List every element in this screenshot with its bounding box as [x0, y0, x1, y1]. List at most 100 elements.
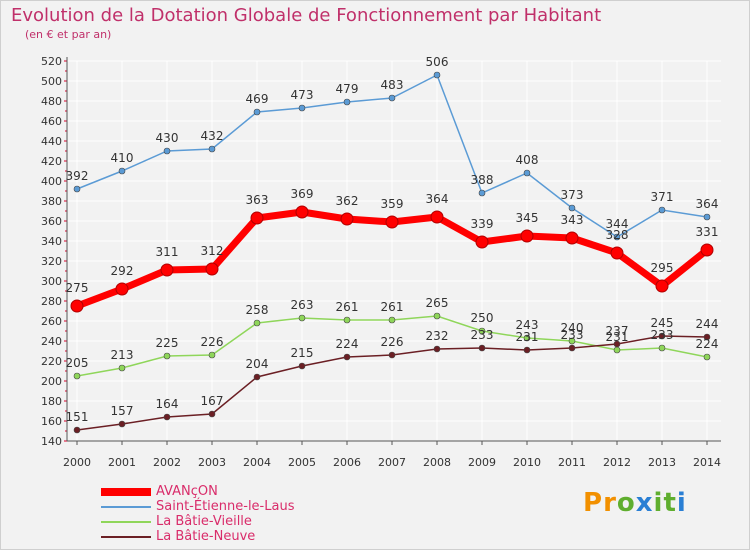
- data-point: [388, 316, 396, 324]
- y-tick-label: 140: [41, 435, 62, 448]
- data-point: [613, 346, 621, 354]
- data-label: 479: [336, 82, 359, 96]
- data-point: [568, 204, 576, 212]
- data-point: [298, 104, 306, 112]
- legend-swatch: [101, 506, 151, 508]
- data-label: 388: [471, 173, 494, 187]
- data-point: [433, 312, 441, 320]
- data-label: 151: [66, 410, 89, 424]
- data-label: 469: [246, 92, 269, 106]
- data-label: 233: [471, 328, 494, 342]
- y-tick-label: 180: [41, 395, 62, 408]
- data-point: [478, 327, 486, 335]
- data-point: [655, 279, 669, 293]
- data-label: 364: [696, 197, 719, 211]
- data-label: 167: [201, 394, 224, 408]
- data-point: [115, 282, 129, 296]
- chart-subtitle: (en € et par an): [25, 28, 112, 41]
- data-label: 245: [651, 316, 674, 330]
- legend-label: AVANçON: [156, 484, 218, 499]
- data-point: [73, 372, 81, 380]
- data-point: [208, 410, 216, 418]
- data-point: [430, 210, 444, 224]
- data-point: [523, 346, 531, 354]
- data-point: [658, 206, 666, 214]
- chart-title: Evolution de la Dotation Globale de Fonc…: [11, 5, 602, 26]
- data-label: 225: [156, 336, 179, 350]
- data-point: [250, 211, 264, 225]
- data-label: 392: [66, 169, 89, 183]
- data-point: [610, 246, 624, 260]
- logo-letter: o: [616, 488, 636, 518]
- data-label: 312: [201, 244, 224, 258]
- legend-swatch: [101, 521, 151, 523]
- data-point: [253, 319, 261, 327]
- x-tick-label: 2011: [558, 456, 586, 469]
- data-label: 263: [291, 298, 314, 312]
- data-label: 359: [381, 197, 404, 211]
- data-point: [208, 145, 216, 153]
- x-tick-label: 2001: [108, 456, 136, 469]
- data-label: 226: [381, 335, 404, 349]
- data-label: 240: [561, 321, 584, 335]
- data-label: 261: [381, 300, 404, 314]
- y-tick-label: 420: [41, 155, 62, 168]
- legend-label: La Bâtie-Neuve: [156, 529, 256, 544]
- x-tick-label: 2000: [63, 456, 91, 469]
- y-tick-label: 480: [41, 95, 62, 108]
- y-tick-label: 200: [41, 375, 62, 388]
- data-point: [613, 233, 621, 241]
- y-tick-label: 300: [41, 275, 62, 288]
- data-label: 237: [606, 324, 629, 338]
- data-point: [163, 147, 171, 155]
- data-point: [523, 334, 531, 342]
- data-label: 483: [381, 78, 404, 92]
- x-tick-label: 2002: [153, 456, 181, 469]
- data-label: 344: [606, 217, 629, 231]
- data-label: 473: [291, 88, 314, 102]
- data-label: 232: [426, 329, 449, 343]
- data-point: [385, 215, 399, 229]
- data-point: [118, 420, 126, 428]
- y-tick-label: 220: [41, 355, 62, 368]
- data-label: 204: [246, 357, 269, 371]
- data-point: [118, 167, 126, 175]
- x-tick-label: 2004: [243, 456, 271, 469]
- data-point: [478, 344, 486, 352]
- data-label: 364: [426, 192, 449, 206]
- data-point: [253, 373, 261, 381]
- data-label: 233: [561, 328, 584, 342]
- data-point: [523, 169, 531, 177]
- proxiti-logo: Proxiti: [583, 488, 687, 518]
- data-point: [388, 351, 396, 359]
- data-label: 261: [336, 300, 359, 314]
- data-point: [163, 413, 171, 421]
- x-tick-label: 2014: [693, 456, 721, 469]
- data-point: [703, 213, 711, 221]
- data-label: 205: [66, 356, 89, 370]
- data-point: [163, 352, 171, 360]
- data-point: [160, 263, 174, 277]
- y-tick-label: 380: [41, 195, 62, 208]
- data-label: 226: [201, 335, 224, 349]
- legend-swatch: [101, 536, 151, 538]
- data-label: 224: [336, 337, 359, 351]
- data-label: 213: [111, 348, 134, 362]
- y-tick-label: 400: [41, 175, 62, 188]
- data-point: [73, 426, 81, 434]
- data-label: 430: [156, 131, 179, 145]
- data-label: 295: [651, 261, 674, 275]
- x-tick-label: 2006: [333, 456, 361, 469]
- data-point: [205, 262, 219, 276]
- data-point: [340, 212, 354, 226]
- y-tick-label: 160: [41, 415, 62, 428]
- x-tick-label: 2013: [648, 456, 676, 469]
- data-point: [658, 344, 666, 352]
- y-tick-label: 360: [41, 215, 62, 228]
- data-point: [298, 362, 306, 370]
- data-point: [433, 345, 441, 353]
- data-point: [73, 185, 81, 193]
- data-point: [343, 98, 351, 106]
- legend-swatch: [101, 488, 151, 496]
- data-point: [565, 231, 579, 245]
